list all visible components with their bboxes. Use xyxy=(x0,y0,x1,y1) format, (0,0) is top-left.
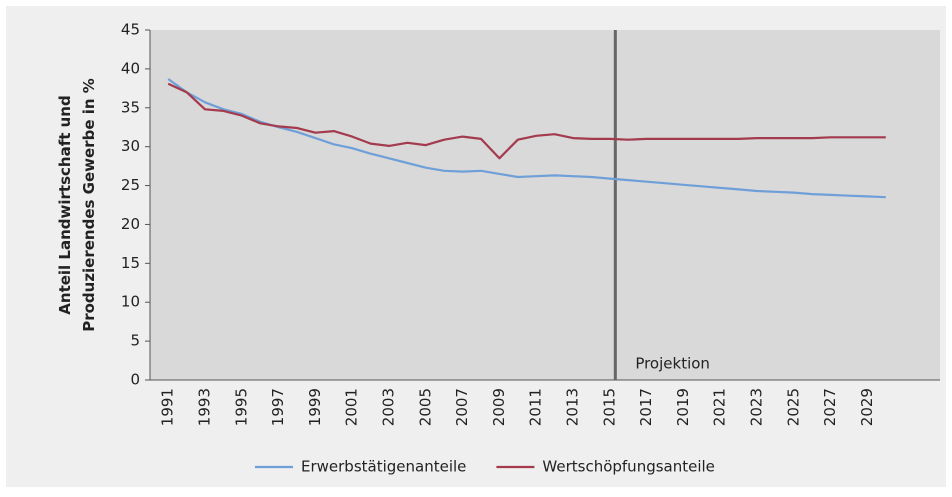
x-tick-label: 2027 xyxy=(821,388,839,426)
y-tick-label: 30 xyxy=(121,137,140,155)
series-line xyxy=(167,78,886,199)
x-tick-label: 2025 xyxy=(784,388,802,426)
x-tick-label: 2009 xyxy=(490,388,508,426)
x-tick-label: 2001 xyxy=(343,388,361,426)
x-tick-label: 2015 xyxy=(600,388,618,426)
legend-label: Wertschöpfungsanteile xyxy=(542,458,715,476)
x-tick-label: 1995 xyxy=(232,388,250,426)
x-tick-label: 2019 xyxy=(674,388,692,426)
x-tick-label: 2007 xyxy=(453,388,471,426)
y-tick-label: 0 xyxy=(130,371,140,389)
y-axis-label: Anteil Landwirtschaft und xyxy=(56,95,74,314)
y-tick-label: 15 xyxy=(121,254,140,272)
series-line xyxy=(167,82,886,160)
y-tick-label: 45 xyxy=(121,21,140,39)
x-tick-label: 2023 xyxy=(748,388,766,426)
x-tick-label: 2005 xyxy=(416,388,434,426)
y-tick-label: 25 xyxy=(121,176,140,194)
y-axis-label: Produzierendes Gewerbe in % xyxy=(80,78,98,332)
y-tick-label: 10 xyxy=(121,293,140,311)
y-tick-label: 40 xyxy=(121,59,140,77)
y-tick-label: 35 xyxy=(121,98,140,116)
annotation: Projektion xyxy=(635,355,710,373)
plot-area xyxy=(150,30,940,380)
x-tick-label: 2013 xyxy=(564,388,582,426)
x-tick-label: 2021 xyxy=(711,388,729,426)
x-tick-label: 1999 xyxy=(306,388,324,426)
x-tick-label: 1997 xyxy=(269,388,287,426)
y-tick-label: 5 xyxy=(130,332,140,350)
x-tick-label: 1993 xyxy=(196,388,214,426)
y-tick-label: 20 xyxy=(121,215,140,233)
legend-label: Erwerbstätigenanteile xyxy=(301,458,466,476)
x-tick-label: 2029 xyxy=(858,388,876,426)
x-tick-label: 1991 xyxy=(159,388,177,426)
x-tick-label: 2017 xyxy=(637,388,655,426)
x-tick-label: 2011 xyxy=(527,388,545,426)
x-tick-label: 2003 xyxy=(380,388,398,426)
